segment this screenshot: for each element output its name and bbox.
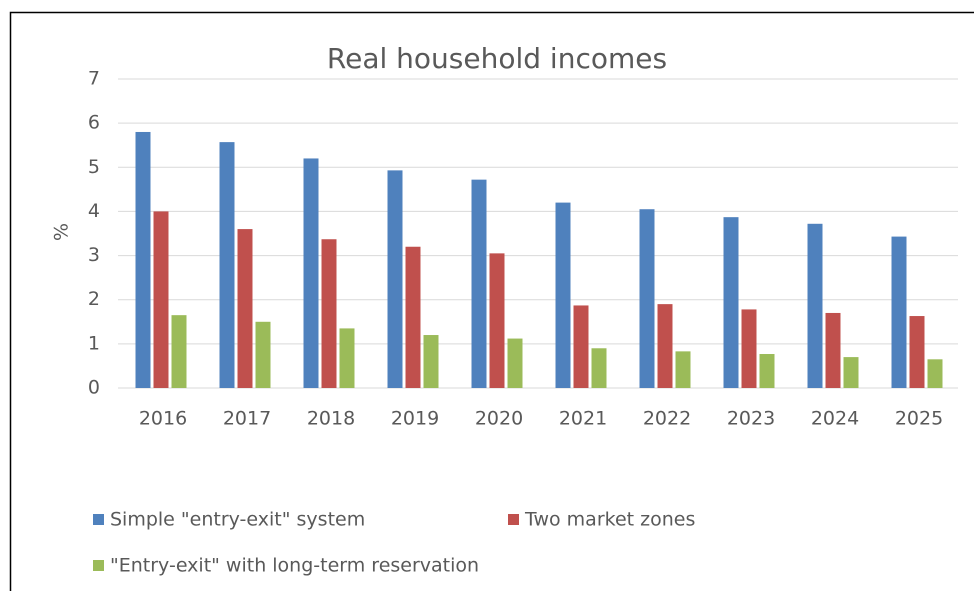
bar <box>303 158 319 388</box>
x-tick-label: 2021 <box>559 408 607 430</box>
y-tick-label: 3 <box>88 244 100 266</box>
bar <box>723 217 739 388</box>
bar <box>573 305 589 388</box>
legend-label: Simple "entry-exit" system <box>110 509 365 531</box>
y-tick-label: 2 <box>88 288 100 310</box>
bar <box>759 354 775 388</box>
legend-label: "Entry-exit" with long-term reservation <box>110 555 479 577</box>
bar <box>927 359 943 388</box>
x-tick-label: 2022 <box>643 408 691 430</box>
legend-swatch <box>508 514 519 525</box>
bar <box>825 312 841 388</box>
bar <box>909 316 925 388</box>
legend-swatch <box>93 514 104 525</box>
bar <box>405 246 421 388</box>
bar <box>741 309 757 388</box>
y-axis-label: % <box>51 223 73 241</box>
x-tick-label: 2020 <box>475 408 523 430</box>
legend-swatch <box>93 560 104 571</box>
legend-label: Two market zones <box>524 509 695 531</box>
y-tick-label: 7 <box>88 68 100 90</box>
bar <box>489 253 505 388</box>
bar <box>153 211 169 388</box>
bar <box>237 229 253 388</box>
y-tick-label: 0 <box>88 377 100 399</box>
bar <box>471 179 487 388</box>
y-tick-label: 5 <box>88 156 100 178</box>
chart-title: Real household incomes <box>327 42 667 75</box>
y-tick-label: 6 <box>88 112 100 134</box>
x-tick-label: 2016 <box>139 408 187 430</box>
bar <box>891 236 907 388</box>
bar <box>321 239 337 388</box>
x-tick-label: 2025 <box>895 408 943 430</box>
x-tick-label: 2024 <box>811 408 859 430</box>
bar <box>675 351 691 388</box>
bar <box>507 338 523 388</box>
bar <box>255 321 271 388</box>
x-tick-label: 2018 <box>307 408 355 430</box>
bar <box>171 315 187 388</box>
bar <box>135 131 151 388</box>
bar <box>591 348 607 388</box>
x-tick-label: 2019 <box>391 408 439 430</box>
x-tick-label: 2017 <box>223 408 271 430</box>
bar <box>423 335 439 388</box>
bar <box>339 328 355 388</box>
bar <box>219 142 235 388</box>
y-tick-label: 4 <box>88 200 100 222</box>
bar <box>807 223 823 388</box>
y-tick-label: 1 <box>88 332 100 354</box>
bar <box>555 202 571 388</box>
bar <box>387 170 403 388</box>
x-tick-label: 2023 <box>727 408 775 430</box>
bar <box>843 357 859 388</box>
bar <box>657 304 673 388</box>
bar <box>639 209 655 388</box>
